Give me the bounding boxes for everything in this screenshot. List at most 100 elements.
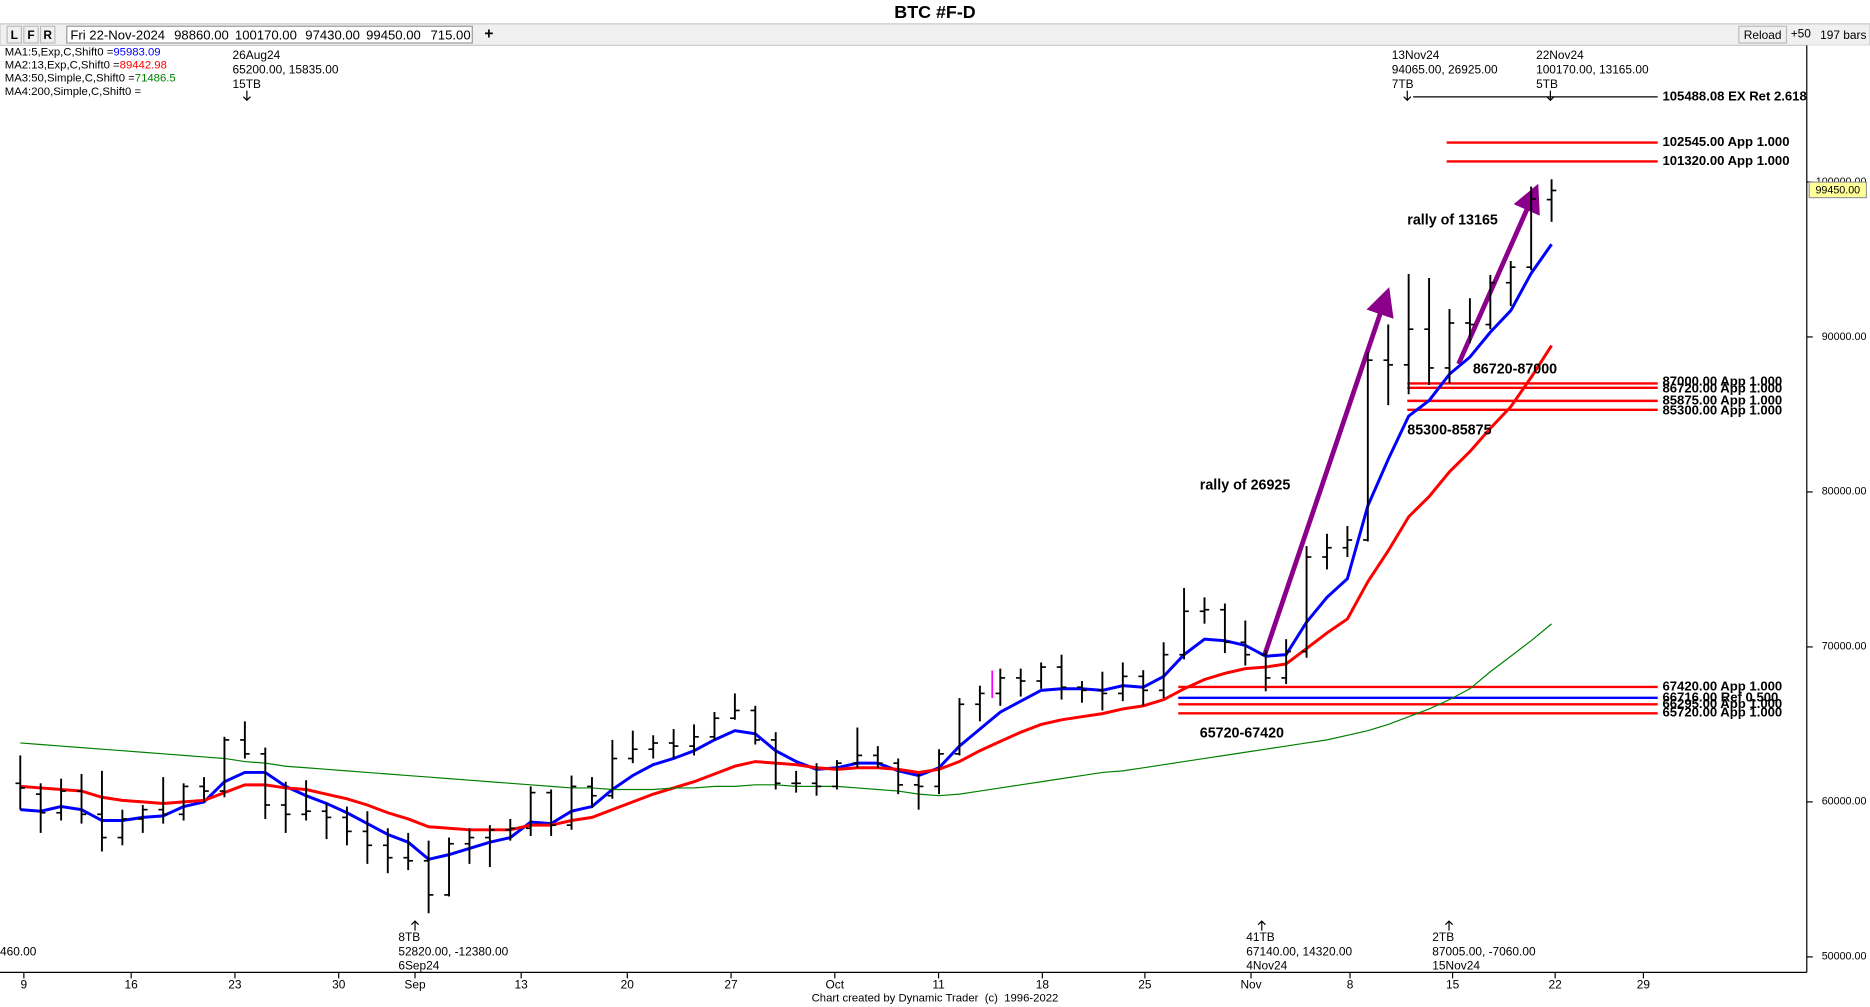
x-tick-label: 8 [1347,978,1354,992]
price-box [1808,181,1868,199]
toolbar-button[interactable] [39,25,56,44]
moving-average [20,623,1552,797]
pivot-label: 67140.00, 14320.00 [1246,944,1352,958]
level-label: 85300.00 App 1.000 [1662,402,1782,417]
y-tick-label: 60000.00 [1822,796,1867,808]
quote-change: 715.00 [431,27,471,42]
corner-label: 460.00 [0,944,37,958]
level-label: 87000.00 App 1.000 [1662,374,1782,389]
y-tick-label: 90000.00 [1822,331,1867,343]
annotation: 65720-67420 [1200,726,1284,742]
step-label: +50 [1791,27,1812,41]
pivot-label: 26Aug24 [233,48,281,62]
pivot-arrow [411,920,420,931]
quote-box [66,25,473,44]
bars-count: 197 bars [1820,28,1866,42]
annotation: rally of 13165 [1407,213,1498,229]
pivot-label: 22Nov24 [1536,48,1584,62]
annotation: 85300-85875 [1407,422,1491,438]
x-tick-label: 16 [125,978,139,992]
y-tick-label: 80000.00 [1822,486,1867,498]
level-label: 66716.00 Ref 0.500 [1662,689,1778,704]
pivot-arrow [1445,920,1454,931]
toolbar-button-label: L [11,28,18,42]
level-label: 101320.00 App 1.000 [1662,153,1789,168]
pivot-label: 87005.00, -7060.00 [1432,944,1536,958]
legend-entry: MA4:200,Simple,C,Shift0 = [5,86,142,98]
pivot-arrow [1257,920,1266,931]
legend-name: MA1:5,Exp,C,Shift0 = [5,46,114,58]
legend-entry: MA1:5,Exp,C,Shift0 =95983.09 [5,46,161,58]
level-label: 102545.00 App 1.000 [1662,134,1789,149]
x-tick-label: Nov [1240,978,1261,992]
quote-open: 98860.00 [174,27,229,42]
chart-title: BTC #F-D [894,2,975,22]
legend-value: 71486.5 [135,73,176,85]
quote-date: Fri 22-Nov-2024 [70,27,165,42]
pivot-arrow [1546,90,1555,102]
legend-name: MA3:50,Simple,C,Shift0 = [5,73,135,85]
x-tick-label: 27 [724,978,738,992]
pivot-label: 6Sep24 [398,959,439,973]
moving-average [20,344,1553,832]
level-label: 65720.00 App 1.000 [1662,705,1782,720]
reload-button[interactable] [1738,25,1788,44]
rally-arrow [1261,287,1394,657]
x-tick-label: Sep [404,978,426,992]
legend-name: MA4:200,Simple,C,Shift0 = [5,86,142,98]
footer: Chart created by Dynamic Trader (c) 1996… [812,993,1059,1005]
plot: L F R Fri 22-Nov-2024 98860.00 100170.00 97430… [0,25,1868,1005]
x-tick-label: 9 [21,978,28,992]
pivot-label: 2TB [1432,930,1454,944]
pivot-label: 5TB [1536,77,1558,91]
legend-value: 89442.98 [120,60,167,72]
reload-label: Reload [1744,28,1782,42]
x-tick-label: 29 [1637,978,1651,992]
x-tick-label: 13 [515,978,529,992]
legend-entry: MA3:50,Simple,C,Shift0 =71486.5 [5,73,176,85]
x-tick-label: Oct [826,978,845,992]
level-label: 86720.00 App 1.000 [1662,380,1782,395]
level-label: 66295.00 App 1.000 [1662,696,1782,711]
pivot-arrow [242,90,251,102]
legend-entry: MA2:13,Exp,C,Shift0 =89442.98 [5,60,167,72]
x-tick-label: 25 [1138,978,1152,992]
level-label: 85875.00 App 1.000 [1662,392,1782,407]
pivot-label: 15TB [233,77,262,91]
x-tick-label: 20 [621,978,635,992]
price-axis-panel [1806,45,1870,973]
y-tick-label: 70000.00 [1822,641,1867,653]
quote-high: 100170.00 [235,27,297,42]
x-tick-label: 22 [1549,978,1563,992]
price-box-label: 99450.00 [1815,184,1860,196]
add-button[interactable]: + [484,26,493,43]
pivot-label: 7TB [1392,77,1414,91]
x-tick-label: 18 [1036,978,1050,992]
level-label: 67420.00 App 1.000 [1662,678,1782,693]
quote-close: 99450.00 [366,27,421,42]
legend-name: MA2:13,Exp,C,Shift0 = [5,60,120,72]
pivot-label: 13Nov24 [1392,48,1440,62]
pivot-label: 65200.00, 15835.00 [233,63,339,77]
pivot-label: 100170.00, 13165.00 [1536,63,1649,77]
legend-value: 95983.09 [113,46,160,58]
pivot-label: 52820.00, -12380.00 [398,944,508,958]
x-tick-label: 23 [228,978,242,992]
annotation: 86720-87000 [1473,362,1557,378]
x-tick-label: 15 [1446,978,1460,992]
quote-low: 97430.00 [305,27,360,42]
x-tick-label: 30 [332,978,346,992]
y-tick-label: 50000.00 [1822,951,1867,963]
rally-arrow [1456,183,1540,365]
level-label: 105488.08 EX Ret 2.618 [1662,88,1806,103]
toolbar-button[interactable] [6,25,23,44]
pivot-label: 94065.00, 26925.00 [1392,63,1498,77]
toolbar-button-label: F [27,28,34,42]
toolbar-button[interactable] [23,25,39,44]
pivot-arrow [1403,90,1412,102]
pivot-label: 8TB [398,930,420,944]
pivot-label: 41TB [1246,930,1275,944]
pivot-label: 4Nov24 [1246,959,1287,973]
